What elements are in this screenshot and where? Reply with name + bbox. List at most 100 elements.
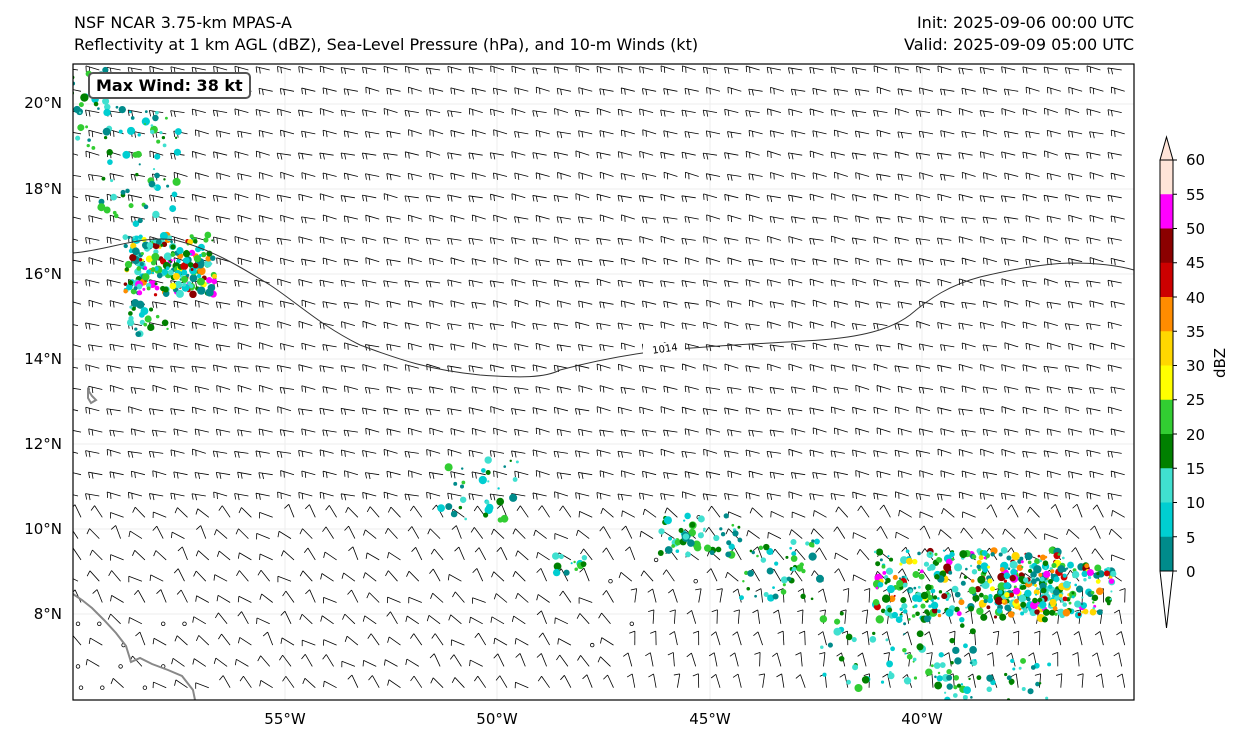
radar-echo	[144, 110, 148, 114]
wind-barb	[596, 107, 611, 116]
wind-barb	[237, 300, 252, 308]
radar-echo	[73, 105, 81, 114]
radar-echo	[805, 541, 810, 546]
wind-barb	[748, 129, 763, 138]
wind-barb	[342, 613, 356, 625]
wind-barb	[88, 637, 103, 646]
wind-barb	[489, 450, 505, 458]
wind-barb	[386, 470, 401, 479]
radar-echo	[154, 110, 159, 115]
wind-barb	[1065, 406, 1080, 414]
radar-echo	[1024, 589, 1032, 598]
wind-barb	[1065, 194, 1080, 202]
radar-echo	[949, 637, 955, 644]
wind-barb	[599, 429, 614, 437]
wind-barb	[600, 507, 614, 518]
radar-echo	[937, 671, 941, 675]
wind-barb	[575, 150, 590, 158]
wind-barb	[88, 257, 103, 265]
wind-barb	[235, 528, 249, 539]
wind-barb	[176, 589, 188, 603]
colorbar-tick: 30	[1186, 357, 1206, 375]
wind-barb	[833, 471, 848, 479]
wind-barb	[898, 509, 912, 518]
wind-barb	[365, 131, 380, 139]
wind-barb	[851, 152, 867, 160]
wind-barb	[532, 152, 547, 160]
wind-barb	[684, 385, 699, 393]
wind-barb	[73, 89, 82, 92]
isobar-label: 1014	[652, 342, 679, 356]
wind-barb	[791, 172, 806, 180]
wind-barb	[641, 216, 657, 224]
wind-barb	[213, 151, 228, 159]
wind-barb	[851, 110, 867, 118]
radar-echo	[509, 459, 512, 463]
radar-echo	[171, 191, 178, 198]
radar-echo	[1110, 570, 1117, 577]
radar-echo	[98, 198, 105, 205]
wind-barb	[897, 301, 912, 309]
wind-barb	[451, 525, 462, 539]
wind-barb	[73, 344, 82, 348]
wind-barb	[280, 129, 295, 138]
wind-barb	[982, 300, 997, 308]
radar-echo	[189, 290, 197, 299]
wind-barb	[1022, 321, 1037, 329]
radar-echo	[780, 576, 788, 584]
wind-barb	[596, 449, 611, 457]
wind-barb	[426, 150, 441, 159]
wind-barb	[876, 301, 891, 309]
radar-echo	[810, 597, 814, 601]
radar-echo	[906, 653, 913, 660]
wind-barb	[73, 578, 79, 582]
wind-barb	[711, 609, 718, 624]
wind-barb	[344, 635, 359, 646]
wind-barb	[1046, 301, 1061, 309]
wind-barb	[535, 259, 550, 267]
radar-echo	[1058, 593, 1063, 598]
radar-echo	[437, 504, 445, 512]
radar-echo	[900, 556, 908, 564]
radar-echo	[459, 496, 467, 503]
wind-barb	[578, 300, 593, 308]
wind-barb	[236, 570, 249, 582]
radar-echo	[1095, 587, 1104, 595]
radar-echo	[485, 503, 494, 512]
wind-barb	[1072, 503, 1083, 518]
wind-barb	[684, 471, 699, 479]
radar-echo	[962, 694, 968, 700]
wind-barb	[173, 428, 188, 436]
radar-echo	[959, 623, 965, 628]
wind-barb	[855, 427, 870, 436]
wind-barb	[797, 609, 804, 624]
wind-barb	[407, 526, 420, 539]
lat-label-12n: 12°N	[24, 435, 62, 453]
wind-barb	[447, 194, 462, 202]
wind-barb	[703, 321, 718, 330]
wind-barb	[255, 492, 270, 500]
radar-echo	[936, 597, 940, 600]
wind-barb	[258, 300, 273, 308]
wind-barb	[348, 546, 359, 561]
wind-barb	[213, 364, 228, 372]
map-frame	[72, 63, 1135, 701]
wind-barb	[301, 299, 316, 308]
wind-barb	[919, 525, 931, 539]
radar-echo	[920, 603, 926, 609]
wind-barb	[404, 364, 419, 372]
wind-barb	[620, 173, 635, 181]
radar-echo	[123, 243, 128, 249]
radar-echo	[854, 683, 863, 693]
wind-barb	[1022, 66, 1037, 74]
radar-echo	[1039, 576, 1045, 582]
wind-barb	[471, 471, 486, 479]
radar-echo	[1021, 687, 1026, 692]
radar-echo	[143, 122, 147, 125]
wind-barb	[1086, 194, 1101, 202]
wind-barb	[194, 428, 209, 436]
wind-barb	[489, 493, 505, 501]
wind-barb	[429, 343, 444, 351]
radar-echo	[963, 643, 968, 649]
wind-barb	[708, 505, 721, 518]
